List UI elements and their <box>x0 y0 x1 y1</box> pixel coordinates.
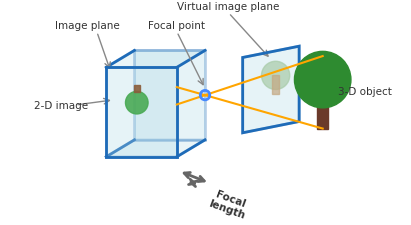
Polygon shape <box>242 47 299 133</box>
Text: Focal
length: Focal length <box>207 187 250 220</box>
Text: 3-D object: 3-D object <box>338 86 392 97</box>
Text: Focal point: Focal point <box>148 21 205 31</box>
Circle shape <box>294 52 351 108</box>
Text: Virtual image plane: Virtual image plane <box>178 2 280 12</box>
Polygon shape <box>106 68 177 157</box>
Bar <box>134 86 140 93</box>
Polygon shape <box>106 140 205 157</box>
Polygon shape <box>134 51 205 140</box>
Text: 2-D image: 2-D image <box>34 101 88 110</box>
Circle shape <box>261 62 290 90</box>
Bar <box>272 76 279 95</box>
Text: Image plane: Image plane <box>55 21 120 31</box>
Bar <box>317 101 328 129</box>
Circle shape <box>125 92 148 115</box>
Polygon shape <box>106 51 205 68</box>
